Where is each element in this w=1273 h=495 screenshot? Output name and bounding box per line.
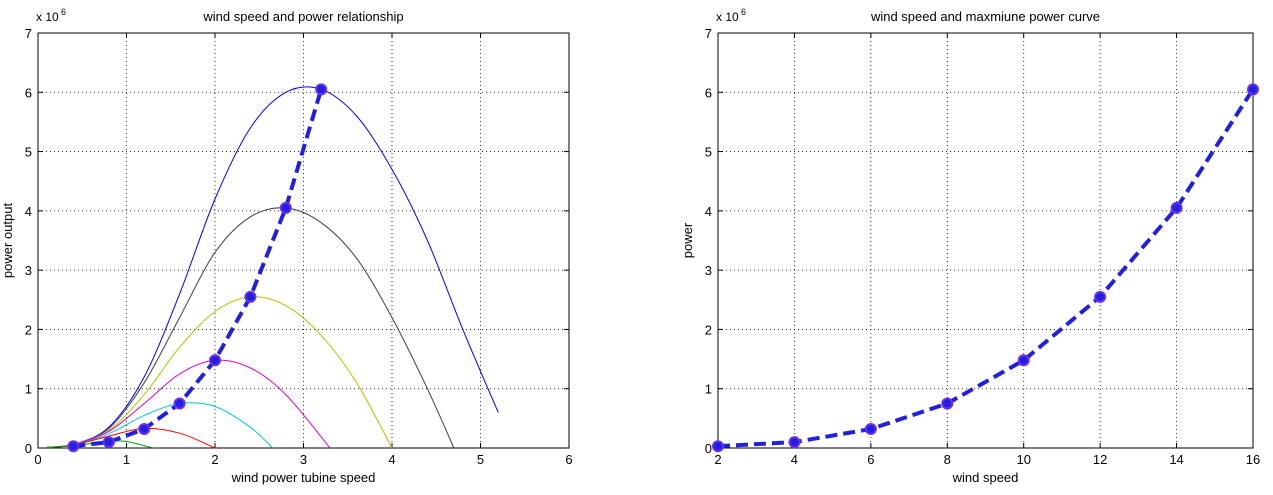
y-tick-label: 7	[705, 26, 712, 41]
y-tick-label: 4	[705, 204, 712, 219]
data-point	[1017, 354, 1030, 367]
series-line-4	[46, 402, 273, 449]
x-tick-label: 8	[944, 452, 951, 467]
series-line-2	[46, 296, 393, 449]
y-tick-label: 3	[705, 263, 712, 278]
y-tick-label: 4	[25, 204, 32, 219]
y-exponent-power: 6	[741, 7, 746, 17]
series-line-3	[46, 359, 331, 449]
chart-title: wind speed and maxmiune power curve	[870, 9, 1100, 24]
y-tick-label: 6	[25, 85, 32, 100]
data-point	[1170, 201, 1183, 214]
y-tick-label: 5	[705, 145, 712, 160]
y-tick-label: 3	[25, 263, 32, 278]
data-point	[102, 436, 115, 449]
series-line-0	[717, 88, 1255, 449]
y-tick-label: 6	[705, 85, 712, 100]
x-tick-label: 6	[867, 452, 874, 467]
y-tick-label: 2	[705, 322, 712, 337]
chart-title: wind speed and power relationship	[202, 9, 403, 24]
series-line-1	[46, 207, 455, 449]
x-tick-label: 10	[1016, 452, 1030, 467]
data-point	[67, 440, 80, 453]
series-line-0	[46, 86, 499, 448]
x-tick-label: 4	[791, 452, 798, 467]
y-tick-label: 1	[25, 382, 32, 397]
y-tick-label: 7	[25, 26, 32, 41]
y-exponent-power: 6	[61, 7, 66, 17]
y-tick-label: 5	[25, 145, 32, 160]
y-exponent-label: x 10	[716, 10, 739, 24]
x-tick-label: 0	[34, 452, 41, 467]
y-tick-label: 0	[705, 441, 712, 456]
x-axis-label: wind power tubine speed	[231, 470, 376, 485]
x-tick-label: 14	[1169, 452, 1183, 467]
data-point	[1094, 290, 1107, 303]
x-tick-label: 12	[1093, 452, 1107, 467]
data-point	[1247, 83, 1259, 96]
data-point	[138, 423, 151, 436]
y-tick-label: 0	[25, 441, 32, 456]
y-tick-label: 2	[25, 322, 32, 337]
y-axis-label: power	[680, 222, 695, 258]
data-point	[712, 440, 724, 453]
x-tick-label: 3	[300, 452, 307, 467]
data-point	[209, 354, 221, 367]
x-tick-label: 6	[565, 452, 572, 467]
data-point	[315, 83, 328, 96]
x-axis-label: wind speed	[952, 470, 1019, 485]
x-tick-label: 16	[1246, 452, 1260, 467]
x-tick-label: 2	[714, 452, 721, 467]
x-tick-label: 5	[477, 452, 484, 467]
y-axis-label: power output	[0, 203, 15, 279]
series-line-7	[73, 88, 324, 449]
y-exponent-label: x 10	[36, 10, 59, 24]
data-point	[941, 397, 954, 410]
x-tick-label: 2	[211, 452, 218, 467]
x-tick-label: 4	[388, 452, 395, 467]
data-point	[864, 423, 877, 436]
data-point	[244, 290, 257, 303]
data-point	[788, 436, 801, 449]
data-point	[279, 201, 292, 214]
plot-frame	[717, 32, 1254, 449]
y-tick-label: 1	[705, 382, 712, 397]
data-point	[173, 397, 186, 410]
x-tick-label: 1	[123, 452, 130, 467]
